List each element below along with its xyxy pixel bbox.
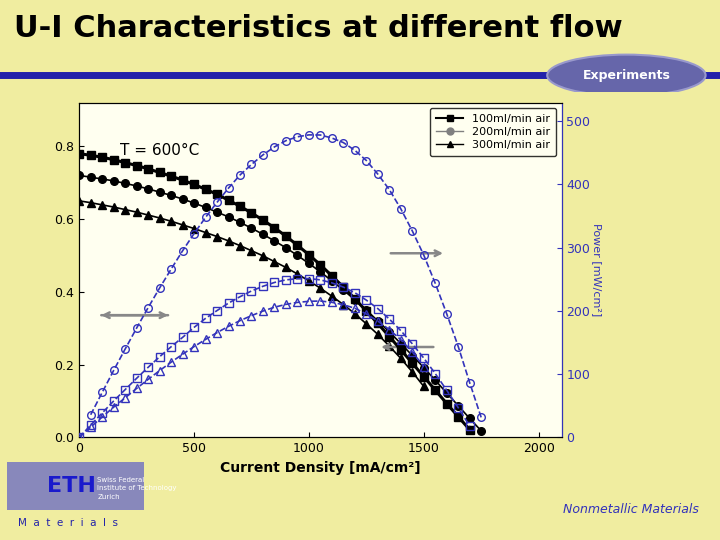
Legend: 100ml/min air, 200ml/min air, 300ml/min air: 100ml/min air, 200ml/min air, 300ml/min … [430,108,556,156]
Text: T = 600°C: T = 600°C [120,143,199,158]
Text: Zurich: Zurich [97,494,120,500]
Y-axis label: Power [mW/cm²]: Power [mW/cm²] [592,224,602,316]
Ellipse shape [547,55,706,96]
FancyBboxPatch shape [7,462,144,510]
Text: Institute of Technology: Institute of Technology [97,485,176,491]
Text: Experiments: Experiments [582,69,670,82]
X-axis label: Current Density [mA/cm²]: Current Density [mA/cm²] [220,461,420,475]
Text: U-I Characteristics at different flow: U-I Characteristics at different flow [14,14,623,43]
Text: M  a  t  e  r  i  a  l  s: M a t e r i a l s [18,518,118,528]
Text: Swiss Federal: Swiss Federal [97,476,145,483]
Text: ETH: ETH [47,476,96,496]
Text: Nonmetallic Materials: Nonmetallic Materials [562,503,698,516]
